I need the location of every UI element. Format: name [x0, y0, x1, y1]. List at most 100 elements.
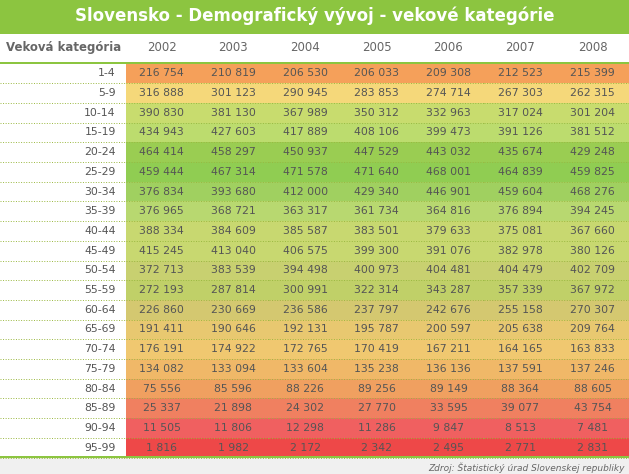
- Bar: [126, 103, 198, 123]
- Bar: [341, 123, 413, 142]
- Bar: [198, 64, 269, 83]
- Bar: [269, 64, 341, 83]
- Bar: [413, 399, 484, 418]
- Bar: [269, 221, 341, 241]
- Bar: [484, 438, 556, 457]
- Text: 332 963: 332 963: [426, 108, 471, 118]
- Text: 12 298: 12 298: [286, 423, 324, 433]
- Text: 170 419: 170 419: [354, 344, 399, 354]
- Bar: [556, 300, 629, 319]
- Bar: [413, 162, 484, 182]
- Bar: [484, 280, 556, 300]
- Text: 381 130: 381 130: [211, 108, 256, 118]
- Bar: [556, 241, 629, 261]
- Bar: [198, 339, 269, 359]
- Bar: [269, 339, 341, 359]
- Bar: [269, 379, 341, 399]
- Bar: [484, 83, 556, 103]
- Bar: [198, 399, 269, 418]
- Text: 2 771: 2 771: [504, 443, 536, 453]
- Text: 467 314: 467 314: [211, 167, 256, 177]
- Text: 450 937: 450 937: [282, 147, 328, 157]
- Bar: [269, 123, 341, 142]
- Bar: [0, 261, 126, 280]
- Bar: [198, 241, 269, 261]
- Text: 2 831: 2 831: [577, 443, 608, 453]
- Bar: [484, 201, 556, 221]
- Text: 137 246: 137 246: [570, 364, 615, 374]
- Bar: [413, 221, 484, 241]
- Text: 406 575: 406 575: [282, 246, 328, 255]
- Text: 400 973: 400 973: [354, 265, 399, 275]
- Bar: [269, 241, 341, 261]
- Text: 35-39: 35-39: [84, 206, 116, 216]
- Bar: [341, 379, 413, 399]
- Bar: [484, 300, 556, 319]
- Bar: [0, 300, 126, 319]
- Bar: [198, 280, 269, 300]
- Bar: [0, 339, 126, 359]
- Text: 300 991: 300 991: [282, 285, 328, 295]
- Bar: [413, 241, 484, 261]
- Bar: [0, 379, 126, 399]
- Text: 434 943: 434 943: [139, 128, 184, 137]
- Text: 163 833: 163 833: [570, 344, 615, 354]
- Text: 70-74: 70-74: [84, 344, 116, 354]
- Text: 40-44: 40-44: [84, 226, 116, 236]
- Text: 88 364: 88 364: [501, 383, 539, 393]
- Bar: [484, 241, 556, 261]
- Text: 301 123: 301 123: [211, 88, 256, 98]
- Bar: [413, 64, 484, 83]
- Text: 85-89: 85-89: [84, 403, 116, 413]
- Bar: [413, 201, 484, 221]
- Text: 216 754: 216 754: [139, 68, 184, 78]
- Bar: [126, 339, 198, 359]
- Text: 133 094: 133 094: [211, 364, 256, 374]
- Bar: [0, 457, 629, 474]
- Bar: [126, 123, 198, 142]
- Text: 429 248: 429 248: [570, 147, 615, 157]
- Text: 361 734: 361 734: [354, 206, 399, 216]
- Text: 164 165: 164 165: [498, 344, 543, 354]
- Text: 9 847: 9 847: [433, 423, 464, 433]
- Text: 65-69: 65-69: [84, 324, 116, 335]
- Bar: [341, 399, 413, 418]
- Text: 24 302: 24 302: [286, 403, 324, 413]
- Bar: [198, 162, 269, 182]
- Bar: [0, 438, 126, 457]
- Text: 357 339: 357 339: [498, 285, 543, 295]
- Bar: [269, 201, 341, 221]
- Bar: [198, 379, 269, 399]
- Text: 212 523: 212 523: [498, 68, 543, 78]
- Bar: [484, 319, 556, 339]
- Text: 2 342: 2 342: [361, 443, 392, 453]
- Bar: [269, 261, 341, 280]
- Bar: [556, 359, 629, 379]
- Text: 27 770: 27 770: [358, 403, 396, 413]
- Text: 272 193: 272 193: [139, 285, 184, 295]
- Text: 209 308: 209 308: [426, 68, 471, 78]
- Text: 343 287: 343 287: [426, 285, 471, 295]
- Text: 267 303: 267 303: [498, 88, 543, 98]
- Text: 363 317: 363 317: [282, 206, 328, 216]
- Bar: [413, 319, 484, 339]
- Text: 137 591: 137 591: [498, 364, 543, 374]
- Text: 237 797: 237 797: [354, 305, 399, 315]
- Bar: [341, 103, 413, 123]
- Text: 322 314: 322 314: [354, 285, 399, 295]
- Bar: [556, 399, 629, 418]
- Bar: [126, 319, 198, 339]
- Bar: [341, 339, 413, 359]
- Text: 394 498: 394 498: [282, 265, 328, 275]
- Bar: [126, 300, 198, 319]
- Text: 413 040: 413 040: [211, 246, 256, 255]
- Bar: [413, 418, 484, 438]
- Bar: [556, 379, 629, 399]
- Text: 390 830: 390 830: [139, 108, 184, 118]
- Text: 192 131: 192 131: [282, 324, 328, 335]
- Text: 11 505: 11 505: [143, 423, 181, 433]
- Text: 95-99: 95-99: [84, 443, 116, 453]
- Text: 20-24: 20-24: [84, 147, 116, 157]
- Bar: [126, 379, 198, 399]
- Bar: [0, 280, 126, 300]
